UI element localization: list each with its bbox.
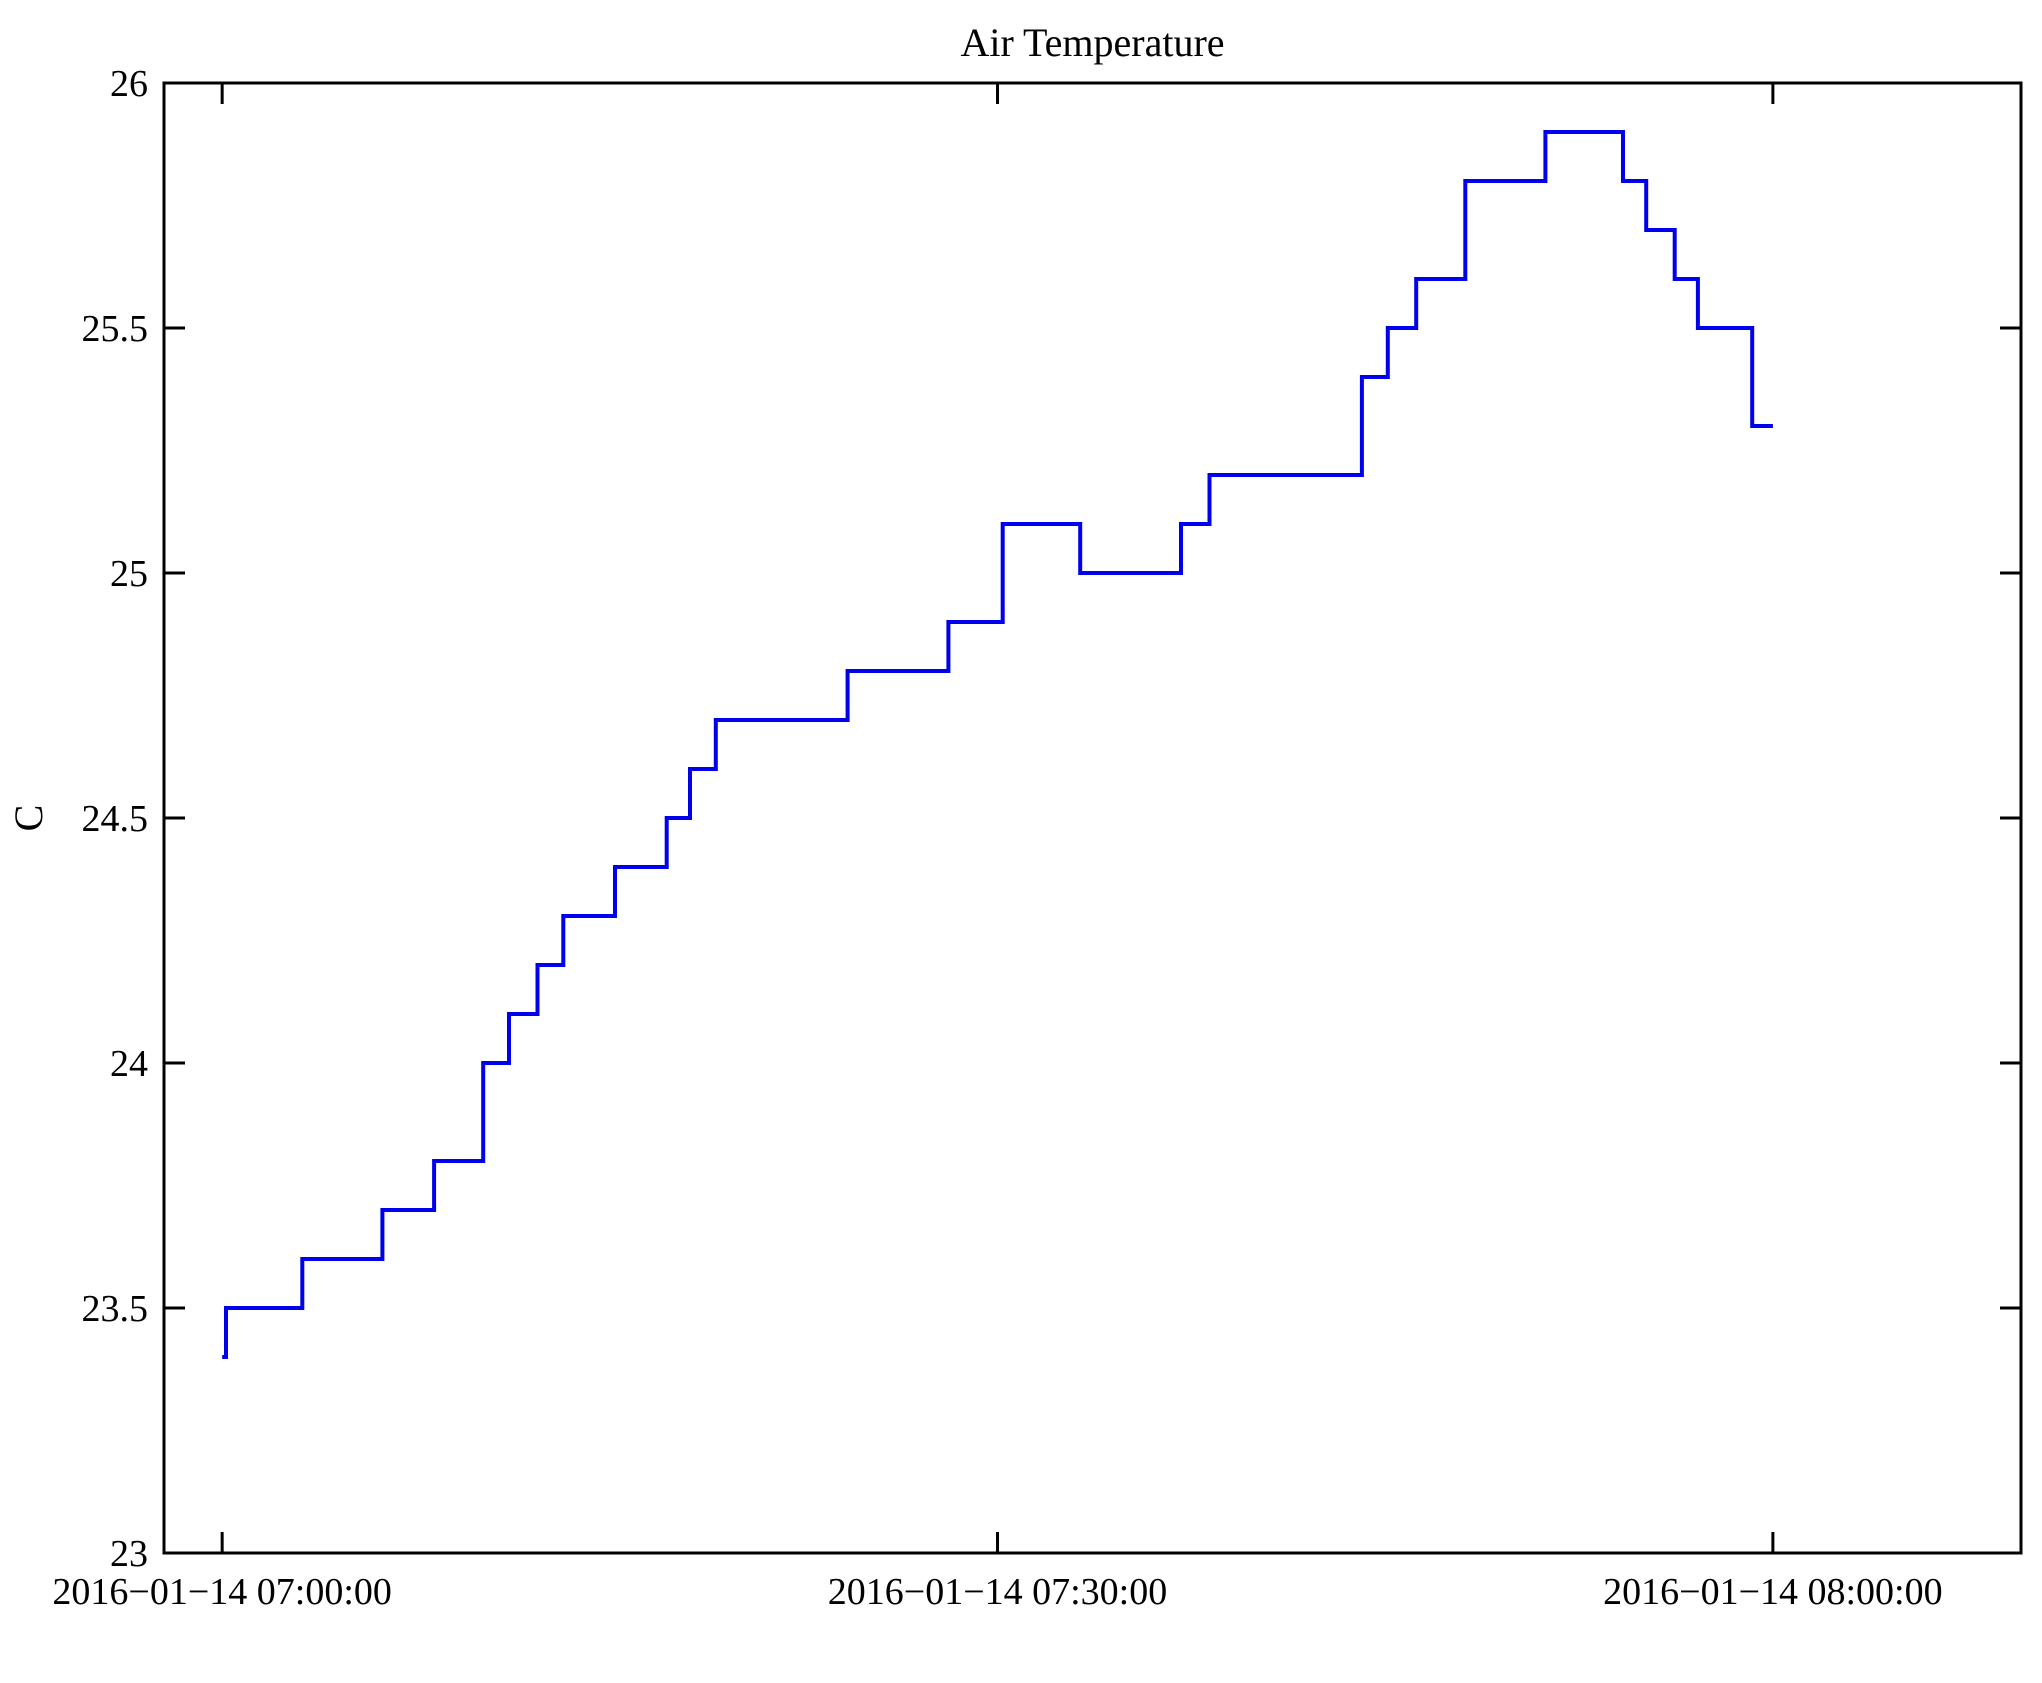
chart-title: Air Temperature	[960, 20, 1224, 65]
x-tick-label: 2016−01−14 07:30:00	[828, 1571, 1167, 1613]
y-axis-label: C	[6, 805, 51, 832]
y-tick-label: 25.5	[82, 308, 149, 350]
x-tick-label: 2016−01−14 08:00:00	[1603, 1571, 1942, 1613]
axis-ticks	[164, 81, 2021, 1555]
plot-border	[162, 81, 2023, 1555]
y-tick-label: 24	[110, 1043, 148, 1085]
y-tick-label: 24.5	[82, 798, 149, 840]
air-temperature-series-path	[222, 130, 1773, 1359]
y-tick-label: 26	[110, 63, 148, 105]
temperature-step-line	[222, 130, 1773, 1359]
axis-tick-labels: 2016−01−14 07:00:00 2016−01−14 07:30:00 20…	[52, 63, 1942, 1613]
x-tick-label: 2016−01−14 07:00:00	[52, 1571, 391, 1613]
y-tick-label: 23.5	[82, 1288, 149, 1330]
y-tick-label: 23	[110, 1533, 148, 1575]
plot-box	[162, 81, 2023, 1555]
y-tick-label: 25	[110, 553, 148, 595]
